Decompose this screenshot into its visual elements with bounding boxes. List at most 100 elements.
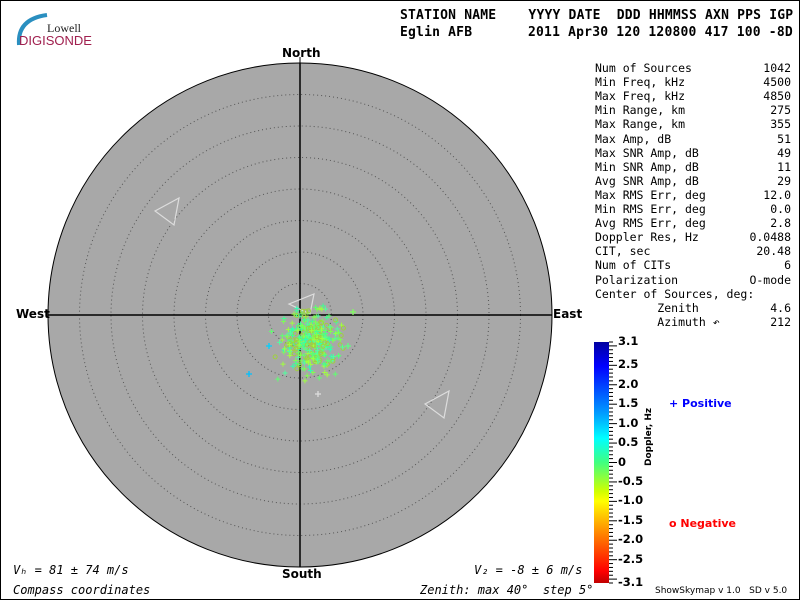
source-point — [332, 371, 338, 377]
source-point — [294, 366, 300, 372]
colorbar-tick-label: 1.0 — [618, 415, 639, 430]
stat-row: Min Freq, kHz 4500 — [595, 75, 791, 89]
stat-label: Max Amp, dB — [595, 131, 672, 146]
source-point — [301, 352, 307, 358]
source-point — [280, 361, 286, 367]
colorbar-tick-label: -1.0 — [618, 493, 644, 508]
stat-label: Avg RMS Err, deg — [595, 216, 706, 231]
source-point — [320, 303, 326, 309]
source-point — [333, 331, 339, 337]
colorbar-tick-label: -2.5 — [618, 551, 644, 566]
stat-row: Avg SNR Amp, dB 29 — [595, 174, 791, 188]
stat-value: 0.0 — [770, 202, 791, 216]
source-point — [294, 313, 300, 319]
stat-label: CIT, sec — [595, 244, 651, 259]
source-point — [318, 351, 324, 357]
source-point — [279, 337, 285, 343]
station-name: Eglin AFB — [400, 25, 473, 40]
stat-value: 29 — [777, 173, 791, 188]
header-labels: STATION NAME YYYY DATE DDD HHMMSS AXN PP… — [400, 8, 794, 23]
source-point — [307, 348, 313, 354]
source-point — [287, 353, 293, 359]
source-point — [336, 329, 342, 335]
source-point — [330, 353, 336, 359]
source-point — [287, 330, 293, 336]
stat-value: O-mode — [749, 272, 791, 287]
source-point — [286, 342, 292, 348]
source-point — [272, 354, 278, 360]
stat-label: Doppler Res, Hz — [595, 230, 699, 245]
stat-row: Min SNR Amp, dB 11 — [595, 160, 791, 174]
colorbar-tick-label: 2.5 — [618, 357, 639, 372]
stat-row: Max Freq, kHz 4850 — [595, 89, 791, 103]
source-point — [294, 305, 300, 311]
source-point — [340, 345, 346, 351]
source-point — [309, 318, 315, 324]
colorbar-tick-label: -0.5 — [618, 473, 644, 488]
stat-label: Min Freq, kHz — [595, 75, 686, 90]
source-point — [291, 351, 297, 357]
stat-label: Min SNR Amp, dB — [595, 159, 699, 174]
source-point — [300, 333, 306, 339]
stat-label: Min RMS Err, deg — [595, 202, 706, 216]
source-point — [315, 313, 321, 319]
source-point — [319, 306, 325, 312]
source-point — [315, 391, 321, 397]
source-point — [299, 323, 305, 329]
source-point — [298, 358, 304, 364]
colorbar-tick-label: -1.5 — [618, 512, 644, 527]
source-point — [296, 350, 302, 356]
stat-row: Center of Sources, deg: — [595, 287, 791, 301]
source-point — [325, 341, 331, 347]
stat-row: Min Range, km 275 — [595, 103, 791, 117]
source-point — [298, 326, 304, 332]
colorbar-tick-label: 1.5 — [618, 396, 639, 411]
source-point — [315, 325, 321, 331]
source-point — [310, 351, 316, 357]
stat-label: Azimuth ↶ — [595, 314, 720, 329]
source-point — [300, 308, 306, 314]
stat-row: Polarization O-mode — [595, 273, 791, 287]
stat-row: Max RMS Err, deg 12.0 — [595, 188, 791, 202]
stat-label: Polarization — [595, 272, 679, 287]
stat-row: Num of CITs 6 — [595, 258, 791, 272]
source-point — [308, 325, 314, 331]
logo-lowell: Lowell — [47, 21, 81, 35]
source-point — [281, 315, 287, 321]
source-point — [322, 334, 328, 340]
stat-value: 11 — [777, 159, 791, 174]
source-point — [297, 362, 303, 368]
source-point — [324, 341, 330, 347]
source-point — [284, 334, 290, 340]
colorbar-tick-label: 2.0 — [618, 376, 639, 391]
source-point — [290, 332, 296, 338]
source-point — [307, 339, 313, 345]
colorbar — [594, 341, 617, 584]
vz-readout: V₂ = -8 ± 6 m/s — [474, 563, 583, 577]
stat-row: Doppler Res, Hz 0.0488 — [595, 230, 791, 244]
zenith-label: Zenith: max 40° step 5° — [420, 583, 594, 597]
source-point — [282, 346, 288, 352]
stat-row: Max Range, km 355 — [595, 117, 791, 131]
direction-triangle — [423, 389, 450, 420]
source-point — [340, 325, 346, 331]
version-label: ShowSkymap v 1.0 SD v 5.0 — [655, 586, 788, 596]
source-point — [320, 343, 326, 349]
source-point — [327, 324, 333, 330]
source-point — [308, 368, 314, 374]
source-point — [333, 317, 339, 323]
source-point — [319, 331, 325, 337]
source-point — [301, 317, 307, 323]
source-point — [335, 335, 341, 341]
logo-arc-icon — [16, 13, 48, 46]
stat-value: 4.6 — [770, 300, 791, 315]
colorbar-tick-label: -3.1 — [618, 575, 644, 589]
source-point — [303, 337, 309, 343]
stat-value: 355 — [770, 117, 791, 132]
source-point — [289, 320, 295, 326]
stat-row: Max SNR Amp, dB 49 — [595, 146, 791, 160]
source-point — [325, 344, 331, 350]
stat-label: Max Range, km — [595, 117, 686, 132]
direction-triangle — [287, 293, 315, 315]
source-point — [308, 362, 314, 368]
